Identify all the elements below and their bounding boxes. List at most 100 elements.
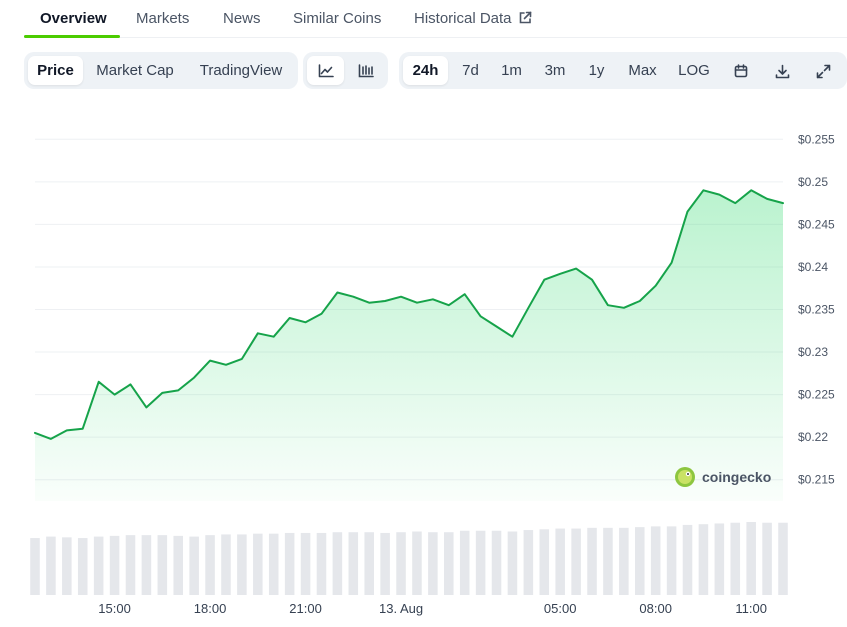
- volume-bar: [555, 528, 565, 595]
- tab-similar-coins[interactable]: Similar Coins: [293, 10, 382, 27]
- price-point: [463, 292, 467, 296]
- download-icon: [775, 64, 789, 78]
- price-point: [574, 267, 578, 271]
- tab-news[interactable]: News: [223, 10, 261, 27]
- tab-markets[interactable]: Markets: [136, 10, 190, 27]
- price-point: [97, 380, 101, 384]
- volume-bar: [412, 531, 422, 595]
- volume-bar: [746, 522, 756, 595]
- price-mode-button[interactable]: Price: [28, 56, 83, 85]
- price-point: [192, 376, 196, 380]
- x-tick-label: 18:00: [194, 601, 227, 616]
- y-tick-label: $0.255: [798, 132, 835, 146]
- price-point: [495, 325, 499, 329]
- volume-bar: [587, 527, 597, 595]
- price-point: [351, 295, 355, 299]
- fullscreen-icon: [816, 64, 830, 78]
- price-point: [319, 312, 323, 316]
- price-point: [479, 314, 483, 318]
- price-point: [144, 405, 148, 409]
- x-tick-label: 11:00: [735, 601, 767, 616]
- candlestick-chart-button[interactable]: [347, 56, 384, 85]
- price-point: [686, 210, 690, 214]
- volume-bar: [364, 532, 374, 595]
- price-point: [399, 295, 403, 299]
- active-tab-indicator: [24, 35, 120, 38]
- range-max-button[interactable]: Max: [628, 62, 657, 79]
- range-7d-button[interactable]: 7d: [462, 62, 479, 79]
- price-point: [49, 437, 53, 441]
- price-line: [34, 189, 784, 440]
- y-tick-label: $0.25: [798, 175, 828, 189]
- volume-bar: [650, 526, 661, 595]
- line-chart-button[interactable]: [307, 56, 344, 85]
- volume-bar: [141, 535, 152, 595]
- volume-bar: [459, 530, 470, 595]
- volume-bar: [30, 538, 40, 595]
- volume-bar: [619, 527, 629, 595]
- download-button[interactable]: [765, 56, 799, 85]
- tradingview-mode-button[interactable]: TradingView: [199, 62, 283, 79]
- tab-overview[interactable]: Overview: [40, 10, 107, 27]
- tab-historical-data[interactable]: Historical Data: [414, 10, 532, 27]
- price-point: [526, 306, 530, 310]
- chart-mode-group: Price Market Cap TradingView: [24, 52, 298, 89]
- price-point: [558, 272, 562, 276]
- price-point: [622, 306, 626, 310]
- y-tick-label: $0.225: [798, 388, 835, 402]
- volume-bar: [539, 529, 550, 595]
- volume-bar: [507, 531, 518, 595]
- candlestick-chart-icon: [358, 64, 374, 78]
- y-tick-label: $0.215: [798, 473, 835, 487]
- volume-bar: [571, 528, 581, 595]
- x-tick-label: 05:00: [544, 601, 577, 616]
- y-tick-label: $0.24: [798, 260, 828, 274]
- price-point: [272, 335, 276, 339]
- section-tabs: Overview Markets News Similar Coins Hist…: [24, 0, 847, 38]
- volume-bar: [762, 522, 772, 595]
- volume-bar: [444, 532, 454, 595]
- price-point: [415, 301, 419, 305]
- volume-bar: [428, 532, 438, 595]
- range-3m-button[interactable]: 3m: [544, 62, 566, 79]
- price-point: [113, 393, 117, 397]
- market-cap-mode-button[interactable]: Market Cap: [96, 62, 174, 79]
- fullscreen-button[interactable]: [806, 56, 840, 85]
- price-point: [335, 290, 339, 294]
- log-scale-button[interactable]: LOG: [678, 62, 710, 79]
- time-range-group: 24h 7d 1m 3m 1y Max LOG: [399, 52, 847, 89]
- volume-bar: [380, 532, 390, 595]
- price-point: [81, 427, 85, 431]
- volume-bar: [125, 535, 136, 595]
- y-tick-label: $0.245: [798, 217, 835, 231]
- range-1m-button[interactable]: 1m: [501, 62, 522, 79]
- range-1y-button[interactable]: 1y: [588, 62, 605, 79]
- volume-bar: [714, 523, 725, 595]
- volume-bar: [46, 536, 56, 595]
- volume-bar: [253, 533, 263, 595]
- price-point: [781, 201, 785, 205]
- price-point: [288, 316, 292, 320]
- volume-bar: [157, 535, 168, 595]
- volume-bar: [173, 535, 184, 595]
- range-24h-button[interactable]: 24h: [403, 56, 448, 85]
- y-tick-label: $0.235: [798, 303, 835, 317]
- price-point: [224, 363, 228, 367]
- volume-bar: [682, 524, 693, 595]
- coingecko-logo-icon: [675, 467, 695, 487]
- volume-bar: [332, 532, 343, 595]
- price-point: [256, 331, 260, 335]
- volume-bar: [284, 532, 295, 595]
- volume-bar: [778, 522, 788, 595]
- y-tick-label: $0.23: [798, 345, 828, 359]
- price-point: [749, 188, 753, 192]
- price-point: [717, 193, 721, 197]
- price-point: [765, 197, 769, 201]
- date-picker-button[interactable]: [724, 56, 758, 85]
- price-point: [701, 188, 705, 192]
- price-point: [590, 278, 594, 282]
- x-tick-label: 15:00: [98, 601, 131, 616]
- price-point: [447, 303, 451, 307]
- x-tick-label: 13. Aug: [379, 601, 423, 616]
